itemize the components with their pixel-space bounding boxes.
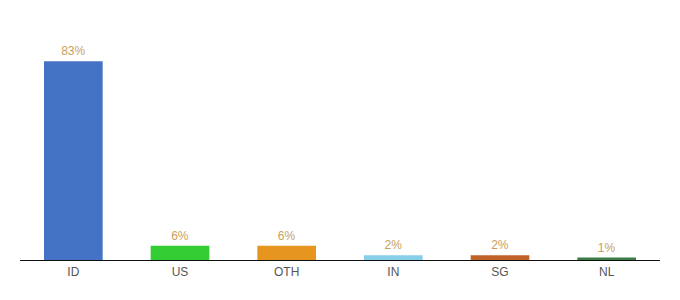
svg-text:IN: IN bbox=[387, 265, 399, 279]
svg-text:2%: 2% bbox=[384, 238, 402, 252]
svg-text:ID: ID bbox=[67, 265, 79, 279]
svg-text:6%: 6% bbox=[278, 229, 296, 243]
svg-text:6%: 6% bbox=[171, 229, 189, 243]
svg-text:1%: 1% bbox=[598, 241, 616, 255]
svg-text:83%: 83% bbox=[61, 44, 85, 58]
svg-text:OTH: OTH bbox=[274, 265, 299, 279]
svg-text:US: US bbox=[172, 265, 189, 279]
svg-text:SG: SG bbox=[491, 265, 508, 279]
svg-text:2%: 2% bbox=[491, 238, 509, 252]
svg-text:NL: NL bbox=[599, 265, 615, 279]
